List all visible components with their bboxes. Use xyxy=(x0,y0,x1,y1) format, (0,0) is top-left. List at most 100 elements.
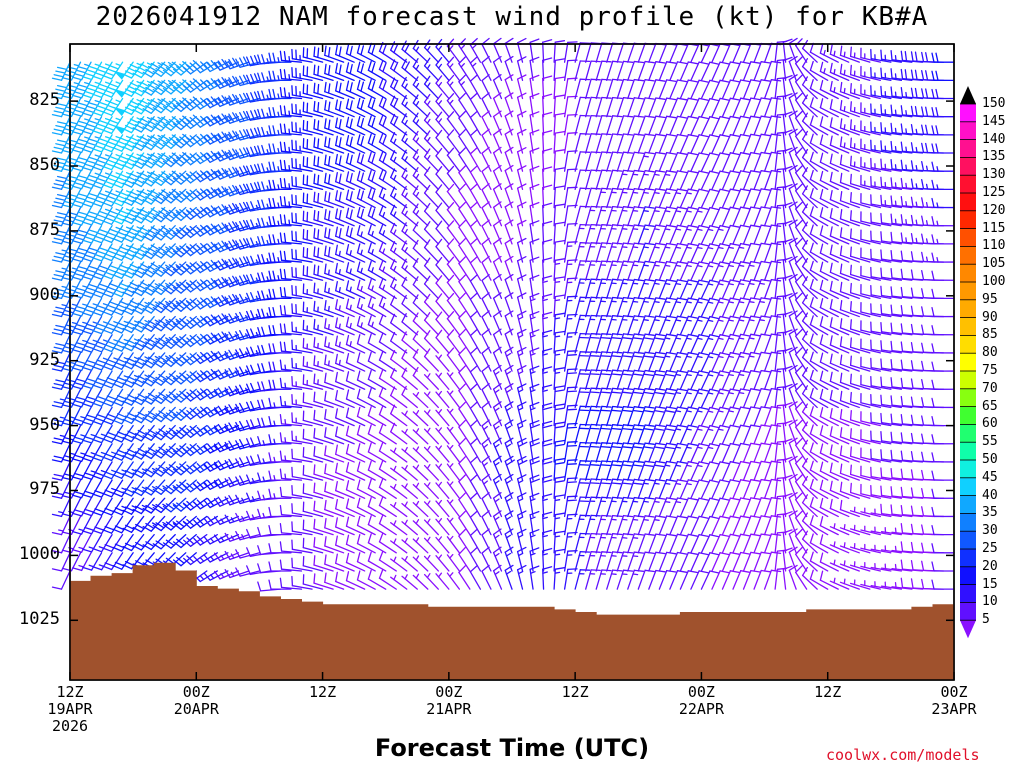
wind-barb xyxy=(162,97,187,113)
x-tick-label: 00Z 22APR xyxy=(661,684,741,718)
y-tick-label: 925 xyxy=(29,349,60,370)
wind-barb xyxy=(82,61,103,81)
wind-barb xyxy=(122,443,145,461)
wind-barb xyxy=(132,406,155,424)
wind-barb xyxy=(162,206,187,222)
wind-barb xyxy=(203,461,229,472)
wind-barb xyxy=(203,552,229,563)
x-tick-label: 12Z 19APR 2026 xyxy=(30,684,110,735)
y-tick-label: 1000 xyxy=(19,544,60,565)
wind-barb xyxy=(152,116,176,132)
x-tick-label-line: 19APR xyxy=(47,700,93,718)
wind-barb xyxy=(82,261,103,281)
wind-barb xyxy=(193,515,218,528)
wind-barb xyxy=(162,515,187,531)
colorbar-label: 100 xyxy=(982,274,1006,289)
wind-barb xyxy=(132,152,155,169)
colorbar-label: 45 xyxy=(982,469,998,485)
wind-barb xyxy=(51,497,71,518)
x-tick-label-line: 00Z xyxy=(435,683,463,701)
wind-barb xyxy=(102,370,124,389)
wind-barb xyxy=(142,134,166,151)
wind-barb xyxy=(162,406,187,422)
wind-barb xyxy=(162,134,187,150)
wind-barb xyxy=(172,151,197,167)
wind-barb xyxy=(122,297,145,315)
wind-barb xyxy=(82,116,103,135)
colorbar-label: 5 xyxy=(982,612,990,628)
colorbar-top-arrow xyxy=(960,86,976,104)
colorbar-swatch xyxy=(960,371,976,390)
wind-barb xyxy=(112,334,134,352)
x-tick-label: 00Z 20APR xyxy=(156,684,236,718)
y-tick-label: 975 xyxy=(29,479,60,500)
colorbar-swatch xyxy=(960,602,976,621)
wind-barb xyxy=(162,261,187,277)
wind-barb xyxy=(112,388,134,407)
wind-barb xyxy=(51,225,71,245)
colorbar-label: 115 xyxy=(982,220,1006,236)
wind-barb xyxy=(122,370,145,388)
colorbar-label: 10 xyxy=(982,594,998,610)
wind-barb xyxy=(122,261,145,279)
wind-barb xyxy=(122,243,145,261)
wind-barb xyxy=(162,243,187,259)
y-tick-label: 850 xyxy=(29,155,60,175)
wind-barb xyxy=(142,79,166,96)
wind-barb xyxy=(102,533,124,552)
colorbar-label: 120 xyxy=(982,202,1006,218)
wind-barb xyxy=(82,79,103,99)
wind-barb xyxy=(142,370,166,387)
x-tick-label: 12Z xyxy=(535,684,615,701)
colorbar-label: 25 xyxy=(982,541,998,556)
y-tick-label: 1025 xyxy=(19,609,60,630)
colorbar-swatch xyxy=(960,228,976,247)
wind-barb xyxy=(203,533,229,545)
wind-barb xyxy=(172,225,197,240)
chart-title: 2026041912 NAM forecast wind profile (kt… xyxy=(95,2,929,32)
colorbar-swatch xyxy=(960,121,976,141)
colorbar-swatch xyxy=(960,353,976,372)
wind-barb xyxy=(132,134,155,151)
colorbar-label: 130 xyxy=(982,167,1006,183)
colorbar-swatch xyxy=(960,139,976,158)
colorbar-swatch xyxy=(960,264,976,283)
wind-barb xyxy=(172,533,197,549)
x-tick-label-line: 2026 xyxy=(51,717,89,735)
wind-barb xyxy=(51,170,71,190)
wind-barb xyxy=(82,188,103,208)
wind-barb xyxy=(72,188,92,208)
colorbar-bottom-arrow xyxy=(960,620,976,639)
wind-barb xyxy=(82,315,103,335)
colorbar-label: 35 xyxy=(982,505,998,521)
y-tick-label: 950 xyxy=(29,414,60,435)
wind-barb xyxy=(51,515,71,536)
x-tick-label-line: 23APR xyxy=(931,700,977,718)
colorbar-swatch xyxy=(960,104,976,123)
wind-barb xyxy=(112,443,134,461)
wind-barb xyxy=(142,352,166,369)
wind-barb xyxy=(51,443,71,463)
wind-barb xyxy=(152,152,176,168)
x-tick-label-line: 12Z xyxy=(561,683,589,701)
wind-barb xyxy=(82,134,103,153)
wind-barb xyxy=(152,206,176,223)
wind-barb xyxy=(162,388,187,404)
colorbar-swatch xyxy=(960,460,976,479)
colorbar-swatch xyxy=(960,335,976,354)
x-tick-label-line: 12Z xyxy=(814,683,842,701)
wind-barb xyxy=(203,570,229,581)
wind-barb xyxy=(193,533,218,546)
colorbar-swatch xyxy=(960,566,976,586)
wind-barbs-layer xyxy=(51,37,955,592)
colorbar-label: 30 xyxy=(982,523,998,539)
y-tick-label: 900 xyxy=(29,284,60,305)
wind-barb xyxy=(162,424,187,440)
wind-barb xyxy=(122,406,145,424)
wind-barb xyxy=(122,424,145,443)
colorbar-swatch xyxy=(960,317,976,336)
wind-barb xyxy=(102,497,124,516)
colorbar-swatch xyxy=(960,531,976,550)
wind-barb xyxy=(172,515,197,530)
colorbar-label: 55 xyxy=(982,434,998,450)
